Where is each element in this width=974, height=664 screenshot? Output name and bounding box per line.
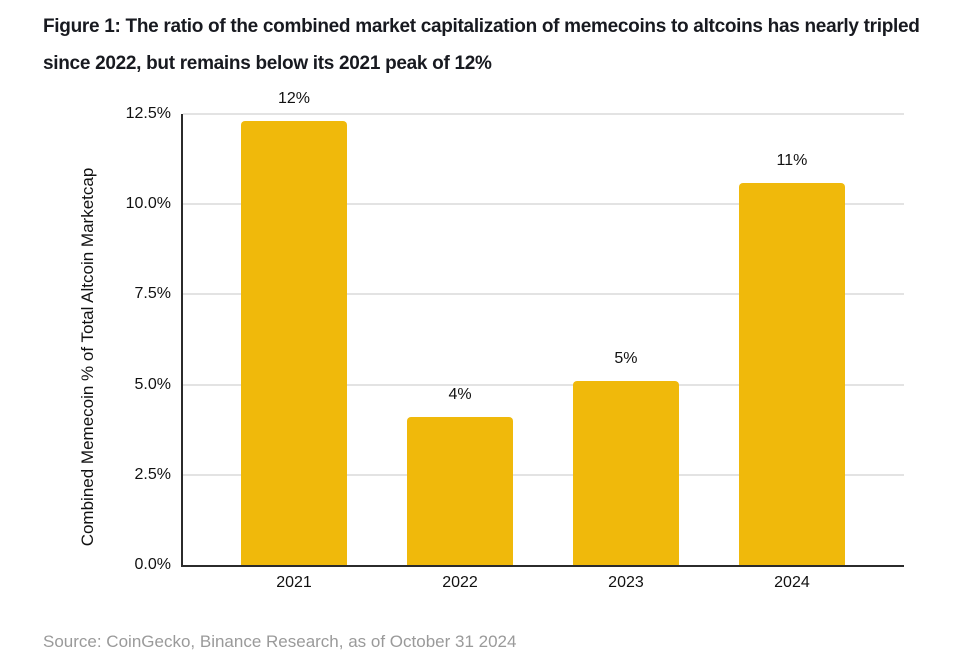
bar-slot-2021: 12% — [241, 54, 347, 565]
x-tick-label: 2024 — [774, 574, 810, 591]
y-tick-label: 2.5% — [134, 465, 171, 483]
y-tick-label: 12.5% — [125, 105, 171, 122]
gridlines — [183, 113, 904, 565]
gridline — [183, 293, 904, 296]
plot-area: 12% 4% 5% 11% — [181, 90, 904, 567]
bar-value-label: 5% — [614, 350, 638, 367]
x-tick-label: 2023 — [608, 574, 644, 591]
bar-slot-2022: 4% — [407, 54, 513, 565]
y-tick-label: 7.5% — [134, 285, 171, 303]
y-tick-label: 10.0% — [125, 195, 171, 213]
x-tick-label: 2022 — [442, 574, 478, 591]
source-text: Source: CoinGecko, Binance Research, as … — [43, 632, 517, 651]
gridline — [183, 383, 904, 386]
gridline — [183, 473, 904, 476]
bar-value-label: 12% — [278, 90, 311, 108]
x-axis-line — [181, 565, 904, 567]
bar-slot-2024: 11% — [739, 54, 845, 565]
bar-2022 — [407, 417, 513, 565]
y-axis-line — [181, 114, 183, 567]
bar-slot-2023: 5% — [573, 54, 679, 565]
figure-title: Figure 1: The ratio of the combined mark… — [43, 16, 920, 74]
bar-2023 — [573, 381, 679, 565]
y-tick-label: 0.0% — [134, 556, 171, 573]
bars-container: 12% 4% 5% 11% — [183, 90, 904, 565]
gridline — [183, 113, 904, 115]
bar-value-label: 4% — [448, 386, 472, 404]
y-tick-label: 5.0% — [134, 375, 171, 393]
bar-2024 — [739, 182, 845, 565]
bar-value-label: 11% — [776, 151, 808, 169]
x-axis-labels: 2021 2022 2023 2024 — [183, 574, 904, 598]
bar-2021 — [241, 121, 347, 565]
x-tick-label: 2021 — [276, 574, 312, 591]
y-axis-ticks: 0.0% 2.5% 5.0% 7.5% 10.0% 12.5% — [0, 105, 171, 573]
gridline — [183, 203, 904, 206]
